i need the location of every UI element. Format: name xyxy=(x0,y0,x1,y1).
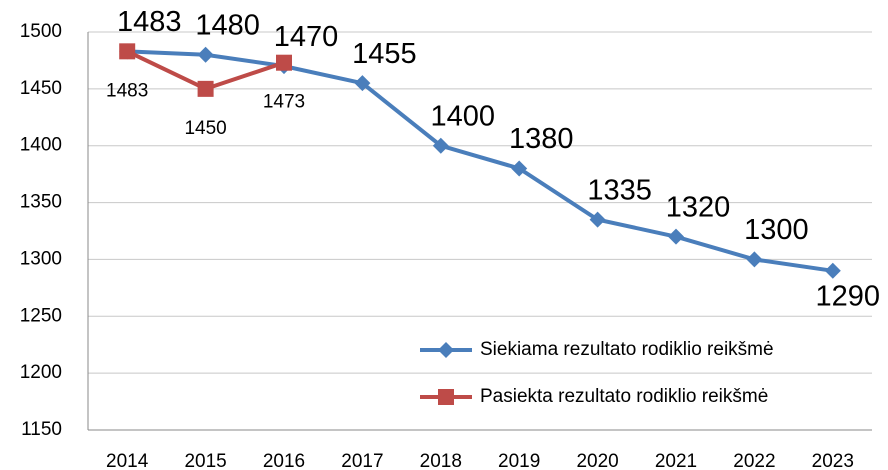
data-label: 1400 xyxy=(431,100,496,132)
data-label: 1320 xyxy=(666,191,731,223)
y-tick-label: 1500 xyxy=(20,21,62,42)
legend-item: Pasiekta rezultato rodiklio reikšmė xyxy=(420,386,768,407)
x-tick-label: 2016 xyxy=(263,451,305,470)
marker xyxy=(746,251,763,268)
data-label: 1473 xyxy=(263,92,305,113)
x-tick-label: 2020 xyxy=(576,451,618,470)
marker xyxy=(354,75,371,92)
marker xyxy=(438,389,454,405)
data-label: 1300 xyxy=(744,214,809,246)
marker xyxy=(432,137,449,154)
y-tick-label: 1200 xyxy=(20,362,62,383)
marker xyxy=(511,160,528,177)
x-tick-label: 2019 xyxy=(498,451,540,470)
marker xyxy=(668,228,684,245)
marker xyxy=(197,80,214,97)
x-tick-label: 2021 xyxy=(655,451,697,470)
marker xyxy=(197,46,214,63)
data-label: 1470 xyxy=(274,21,339,53)
y-tick-label: 1250 xyxy=(20,305,62,326)
data-label: 1450 xyxy=(184,118,226,139)
legend-label: Siekiama rezultato rodiklio reikšmė xyxy=(480,339,774,360)
data-label: 1480 xyxy=(195,9,260,41)
legend-label: Pasiekta rezultato rodiklio reikšmė xyxy=(480,386,768,407)
x-tick-label: 2022 xyxy=(733,451,775,470)
data-label: 1483 xyxy=(117,6,182,38)
x-tick-label: 2023 xyxy=(812,451,854,470)
marker xyxy=(276,54,292,71)
y-tick-label: 1350 xyxy=(20,192,62,213)
x-tick-label: 2014 xyxy=(106,451,149,470)
y-tick-label: 1300 xyxy=(20,248,62,269)
series-line xyxy=(127,49,834,273)
data-label: 1335 xyxy=(587,174,652,206)
marker xyxy=(589,211,606,228)
legend-item: Siekiama rezultato rodiklio reikšmė xyxy=(420,339,774,360)
x-tick-label: 2018 xyxy=(420,451,462,470)
marker xyxy=(119,43,136,60)
data-label: 1455 xyxy=(352,38,417,70)
data-label: 1290 xyxy=(816,280,881,312)
data-label: 1380 xyxy=(509,123,574,155)
marker xyxy=(438,342,454,358)
x-tick-label: 2015 xyxy=(184,451,226,470)
y-tick-label: 1400 xyxy=(20,135,62,156)
y-tick-label: 1150 xyxy=(21,419,62,440)
marker xyxy=(824,262,841,279)
y-tick-label: 1450 xyxy=(20,78,62,99)
x-tick-label: 2017 xyxy=(341,451,383,470)
data-label: 1483 xyxy=(106,80,148,101)
